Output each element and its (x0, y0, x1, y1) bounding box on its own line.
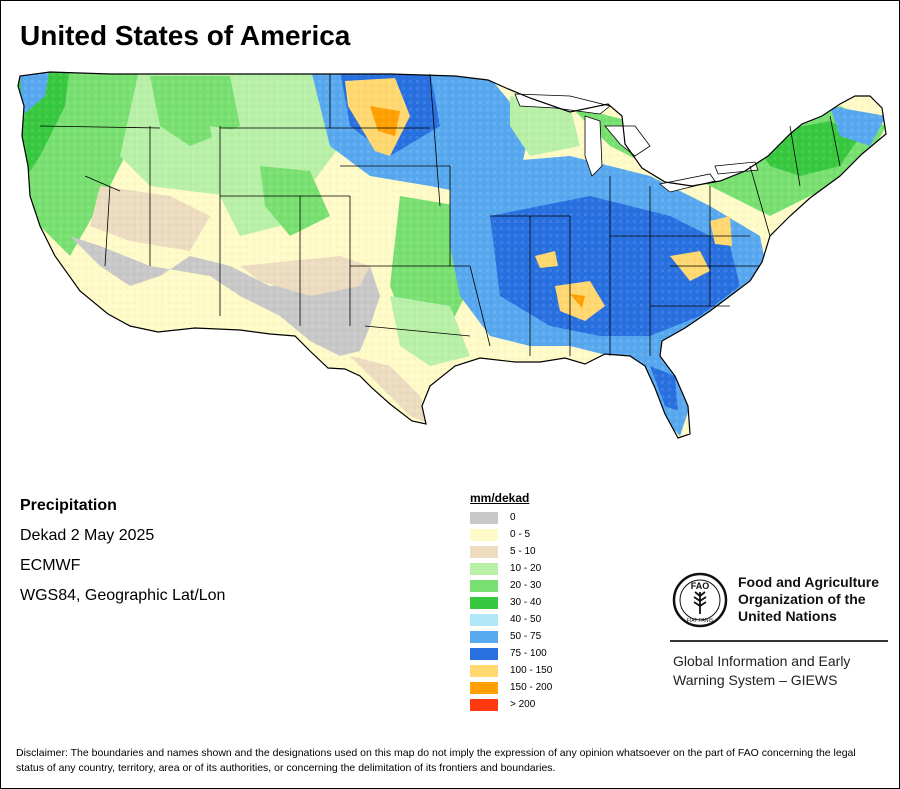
fao-divider (670, 640, 888, 642)
legend-swatch (470, 681, 498, 694)
legend-item: 50 - 75 (470, 628, 552, 645)
projection-label: WGS84, Geographic Lat/Lon (20, 587, 226, 604)
legend: mm/dekad 0 0 - 5 5 - 10 10 - 20 20 - 30 30 - … (470, 491, 552, 713)
legend-label: 0 (510, 512, 516, 523)
legend-item: 150 - 200 (470, 679, 552, 696)
legend-item: 30 - 40 (470, 594, 552, 611)
legend-swatch (470, 562, 498, 575)
legend-label: 150 - 200 (510, 682, 553, 693)
legend-item: > 200 (470, 696, 552, 713)
legend-item: 40 - 50 (470, 611, 552, 628)
variable-label: Precipitation (20, 497, 117, 514)
legend-label: 100 - 150 (510, 665, 553, 676)
disclaimer: Disclaimer: The boundaries and names sho… (16, 747, 856, 774)
legend-swatch (470, 647, 498, 660)
legend-item: 5 - 10 (470, 543, 552, 560)
legend-swatch (470, 664, 498, 677)
legend-label: 10 - 20 (510, 563, 542, 574)
giews-name: Global Information and Early Warning Sys… (673, 653, 851, 688)
fao-logo-icon: FAO FIAT PANIS (672, 572, 728, 628)
precipitation-map (17, 71, 887, 439)
legend-swatch (470, 698, 498, 711)
country-outline (17, 71, 887, 439)
legend-swatch (470, 579, 498, 592)
fao-branding: FAO FIAT PANIS Food and Agriculture Orga… (670, 570, 890, 690)
legend-title: mm/dekad (470, 491, 530, 505)
legend-label: 30 - 40 (510, 597, 542, 608)
fao-logo-letters: FAO (691, 581, 710, 591)
legend-swatch (470, 596, 498, 609)
legend-item: 20 - 30 (470, 577, 552, 594)
state-boundaries (39, 73, 841, 356)
legend-label: 40 - 50 (510, 614, 542, 625)
period-label: Dekad 2 May 2025 (20, 527, 155, 544)
legend-item: 10 - 20 (470, 560, 552, 577)
fao-org-name: Food and Agriculture Organization of the… (738, 574, 880, 624)
map-metadata: Precipitation Dekad 2 May 2025 ECMWF WGS… (20, 496, 225, 616)
legend-label: 20 - 30 (510, 580, 542, 591)
map-title: United States of America (20, 20, 351, 51)
legend-item: 75 - 100 (470, 645, 552, 662)
legend-label: 5 - 10 (510, 546, 536, 557)
fao-logo-motto: FIAT PANIS (687, 618, 714, 624)
legend-swatch (470, 545, 498, 558)
legend-swatch (470, 630, 498, 643)
legend-swatch (470, 511, 498, 524)
legend-item: 0 - 5 (470, 526, 552, 543)
legend-swatch (470, 528, 498, 541)
legend-label: 50 - 75 (510, 631, 542, 642)
legend-item: 100 - 150 (470, 662, 552, 679)
legend-item: 0 (470, 509, 552, 526)
legend-label: 75 - 100 (510, 648, 547, 659)
legend-label: > 200 (510, 699, 536, 710)
legend-swatch (470, 613, 498, 626)
legend-label: 0 - 5 (510, 529, 531, 540)
source-label: ECMWF (20, 557, 81, 574)
